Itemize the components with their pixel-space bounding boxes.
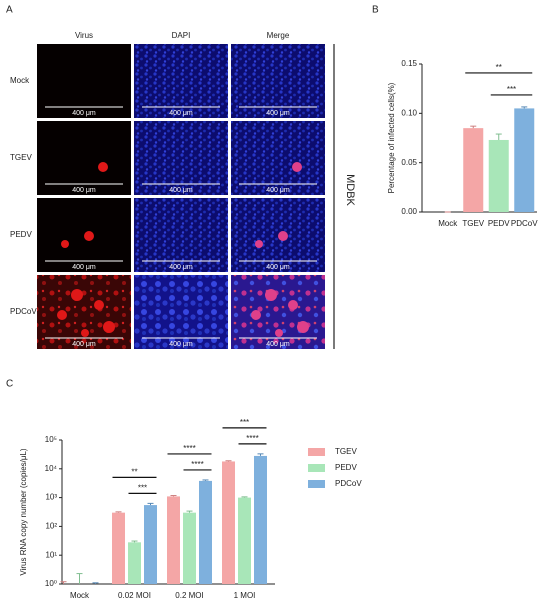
bar: [238, 497, 251, 584]
cell-line-label: MDBK: [344, 174, 356, 206]
column-header: Merge: [267, 31, 290, 40]
bar: [463, 128, 484, 212]
infected-focus: [265, 289, 277, 301]
legend-label: PDCoV: [335, 479, 362, 488]
scale-bar-label: 400 μm: [72, 264, 96, 271]
micrograph: [134, 44, 228, 118]
scale-bar-label: 400 μm: [72, 110, 96, 117]
micrograph: [134, 121, 228, 195]
legend-label: TGEV: [335, 447, 357, 456]
bar: [128, 542, 141, 584]
scale-bar-label: 400 μm: [169, 187, 193, 194]
scale-bar-label: 400 μm: [169, 341, 193, 348]
infected-focus: [297, 321, 309, 333]
infected-focus: [84, 231, 94, 241]
infected-focus: [278, 231, 288, 241]
y-tick-label: 10²: [45, 522, 57, 531]
infected-focus: [251, 310, 261, 320]
infected-focus: [98, 162, 108, 172]
y-tick-label: 0.15: [401, 59, 417, 68]
infected-focus: [61, 240, 69, 248]
row-label: TGEV: [10, 153, 32, 162]
infected-focus: [57, 310, 67, 320]
micrograph: [37, 121, 131, 195]
micrograph: [231, 121, 325, 195]
column-header: Virus: [75, 31, 93, 40]
bar: [199, 480, 212, 584]
scale-bar-label: 400 μm: [72, 341, 96, 348]
column-header: DAPI: [172, 31, 191, 40]
infected-focus: [94, 300, 104, 310]
infected-focus: [292, 162, 302, 172]
infected-focus: [288, 300, 298, 310]
scale-bar-label: 400 μm: [266, 110, 290, 117]
legend-label: PEDV: [335, 463, 357, 472]
row-label: PEDV: [10, 230, 32, 239]
row-label: Mock: [10, 76, 30, 85]
bar: [112, 512, 125, 584]
infected-focus: [103, 321, 115, 333]
bar: [254, 455, 267, 584]
micrograph: [134, 275, 228, 349]
y-tick-label: 10⁴: [45, 464, 58, 473]
x-tick-label: 1 MOI: [234, 591, 256, 600]
y-tick-label: 0.05: [401, 158, 417, 167]
bar: [183, 512, 196, 584]
y-tick-label: 0.10: [401, 108, 417, 117]
x-tick-label: 0.2 MOI: [175, 591, 203, 600]
panel-letter: A: [6, 5, 13, 16]
significance-label: ***: [138, 483, 147, 492]
scale-bar-label: 400 μm: [169, 264, 193, 271]
y-axis-label: Virus RNA copy number (copies/μL): [19, 448, 28, 576]
micrograph: [134, 198, 228, 272]
y-axis-label: Percentage of infected cells(%): [387, 82, 396, 193]
row-label: PDCoV: [10, 307, 37, 316]
x-tick-label: 0.02 MOI: [118, 591, 151, 600]
bar: [144, 505, 157, 584]
x-tick-label: Mock: [438, 219, 458, 228]
infected-focus: [81, 329, 89, 337]
scale-bar-label: 400 μm: [266, 264, 290, 271]
scale-bar-label: 400 μm: [169, 110, 193, 117]
bar: [222, 461, 235, 584]
bar: [167, 496, 180, 584]
micrograph: [231, 198, 325, 272]
y-tick-label: 10⁰: [45, 579, 57, 588]
legend-swatch: [308, 480, 325, 488]
x-tick-label: PEDV: [488, 219, 510, 228]
bar: [488, 139, 509, 212]
scale-bar-label: 400 μm: [72, 187, 96, 194]
micrograph: [37, 44, 131, 118]
micrograph: [37, 198, 131, 272]
x-tick-label: TGEV: [462, 219, 484, 228]
micrograph: [231, 44, 325, 118]
infected-focus: [255, 240, 263, 248]
x-tick-label: Mock: [70, 591, 90, 600]
panel-letter: B: [372, 5, 379, 16]
scale-bar-label: 400 μm: [266, 187, 290, 194]
legend-swatch: [308, 448, 325, 456]
y-tick-label: 0.00: [401, 207, 417, 216]
significance-label: ****: [191, 460, 203, 469]
significance-label: ***: [240, 418, 249, 427]
x-tick-label: PDCoV: [511, 219, 538, 228]
significance-label: ****: [246, 434, 258, 443]
scale-bar-label: 400 μm: [266, 341, 290, 348]
infected-focus: [275, 329, 283, 337]
infected-focus: [71, 289, 83, 301]
y-tick-label: 10⁵: [45, 435, 57, 444]
bar: [514, 108, 535, 212]
legend-swatch: [308, 464, 325, 472]
significance-label: **: [496, 63, 502, 72]
significance-label: ***: [507, 85, 516, 94]
panel-letter: C: [6, 379, 13, 390]
y-tick-label: 10³: [45, 493, 57, 502]
y-tick-label: 10¹: [45, 550, 57, 559]
significance-label: ****: [183, 444, 195, 453]
significance-label: **: [131, 467, 137, 476]
